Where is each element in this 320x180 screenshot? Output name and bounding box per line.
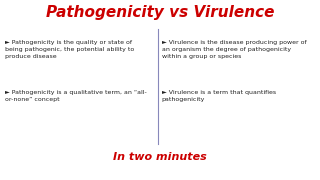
Text: ► Virulence is a term that quantifies
pathogenicity: ► Virulence is a term that quantifies pa… [162, 90, 276, 102]
Text: Pathogenicity vs Virulence: Pathogenicity vs Virulence [46, 5, 274, 20]
Text: ► Virulence is the disease producing power of
an organism the degree of pathogen: ► Virulence is the disease producing pow… [162, 40, 306, 59]
Text: ► Pathogenicity is a qualitative term, an “all-
or-none” concept: ► Pathogenicity is a qualitative term, a… [5, 90, 147, 102]
Text: ► Pathogenicity is the quality or state of
being pathogenic, the potential abili: ► Pathogenicity is the quality or state … [5, 40, 134, 59]
Text: In two minutes: In two minutes [113, 152, 207, 162]
